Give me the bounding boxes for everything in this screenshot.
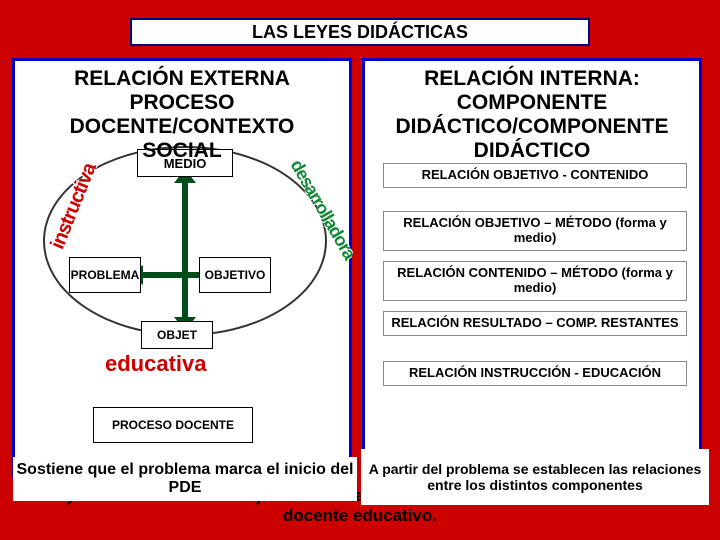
arrow-vertical — [182, 177, 188, 321]
node-objetivo: OBJETIVO — [199, 257, 271, 293]
right-conclusion: A partir del problema se establecen las … — [361, 449, 709, 505]
relation-1: RELACIÓN OBJETIVO - CONTENIDO — [383, 163, 687, 188]
arrow-horizontal — [141, 272, 201, 278]
left-heading: RELACIÓN EXTERNA PROCESO DOCENTE/CONTEXT… — [32, 67, 332, 164]
relation-3: RELACIÓN CONTENIDO – MÉTODO (forma y med… — [383, 261, 687, 301]
relation-4: RELACIÓN RESULTADO – COMP. RESTANTES — [383, 311, 687, 336]
node-problema: PROBLEMA — [69, 257, 141, 293]
right-heading: RELACIÓN INTERNA: COMPONENTE DIDÁCTICO/C… — [382, 67, 682, 164]
right-panel: RELACIÓN INTERNA: COMPONENTE DIDÁCTICO/C… — [362, 58, 702, 478]
left-panel: RELACIÓN EXTERNA PROCESO DOCENTE/CONTEXT… — [12, 58, 352, 478]
left-conclusion: Sostiene que el problema marca el inicio… — [13, 457, 357, 501]
node-proceso-docente: PROCESO DOCENTE — [93, 407, 253, 443]
page-title: LAS LEYES DIDÁCTICAS — [130, 18, 590, 46]
node-objeto: OBJET — [141, 321, 213, 349]
relation-2: RELACIÓN OBJETIVO – MÉTODO (forma y medi… — [383, 211, 687, 251]
label-educativa: educativa — [105, 351, 207, 377]
relation-5: RELACIÓN INSTRUCCIÓN - EDUCACIÓN — [383, 361, 687, 386]
